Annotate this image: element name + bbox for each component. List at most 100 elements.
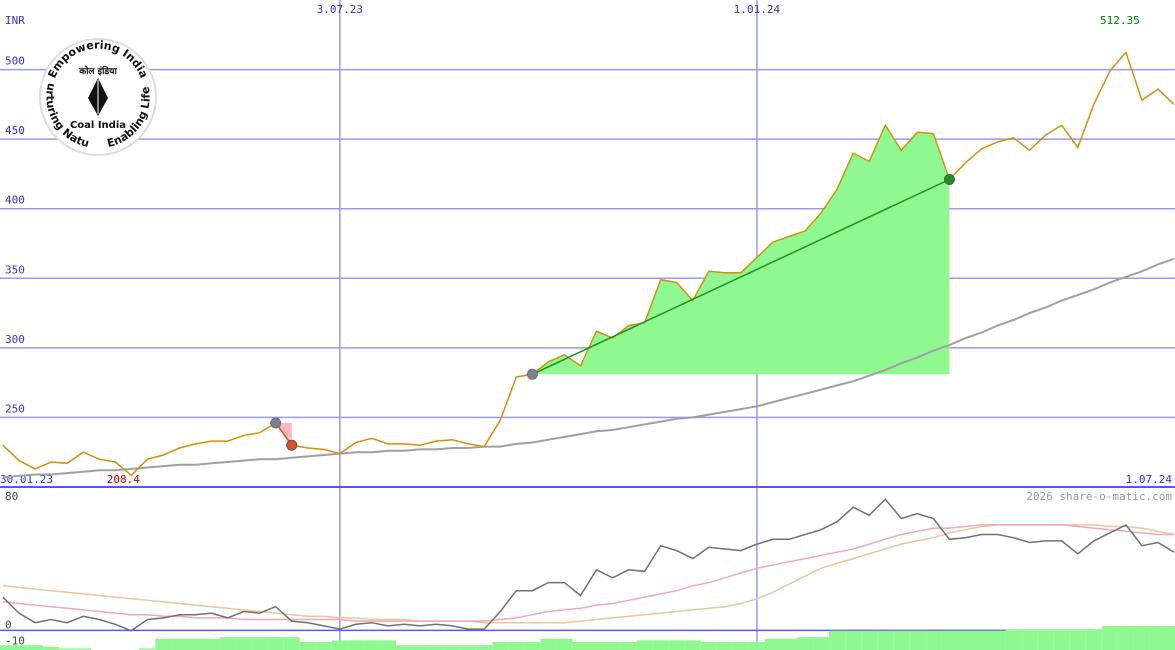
y-tick-label: 80 <box>5 490 18 503</box>
volume-bar <box>219 637 236 650</box>
volume-bar <box>877 630 894 650</box>
volume-bar <box>540 638 557 650</box>
volume-bar <box>75 648 92 650</box>
volume-bar <box>315 641 332 650</box>
y-tick-label: 450 <box>5 124 25 137</box>
volume-bar <box>1165 625 1175 650</box>
volume-bar <box>267 637 284 650</box>
volume-bar <box>1053 629 1070 650</box>
volume-bar <box>684 640 701 650</box>
volume-bar <box>604 641 621 650</box>
volume-bar <box>1133 625 1150 650</box>
volume-bar <box>171 638 188 650</box>
volume-bar <box>845 630 862 650</box>
logo: Empowering India Nurturing Nature Enabli… <box>0 0 157 156</box>
volume-bar <box>235 637 252 650</box>
volume-bar <box>379 640 397 650</box>
volume-bar <box>813 637 830 650</box>
y-tick-label: -10 <box>5 634 25 647</box>
series-line <box>2 524 1174 622</box>
volume-bar <box>524 641 541 650</box>
volume-bar <box>1117 625 1134 650</box>
trend-line <box>532 178 950 375</box>
volume-bar <box>11 645 28 650</box>
volume-bar <box>1069 629 1086 650</box>
y-tick-label: 250 <box>5 402 25 415</box>
volume-bar <box>347 640 364 650</box>
volume-bar <box>556 638 573 650</box>
y-tick-label: 350 <box>5 263 25 276</box>
volume-bar <box>0 645 12 650</box>
volume-bar <box>636 640 653 650</box>
y-tick-label: 0 <box>5 618 12 631</box>
volume-bar <box>780 638 798 650</box>
y-tick-label: 400 <box>5 194 25 207</box>
volume-bar <box>1085 629 1102 650</box>
logo-hindi: कोल इंडिया <box>78 65 117 77</box>
volume-bar <box>492 641 509 650</box>
moving-average <box>2 257 1175 479</box>
volume-bar <box>861 630 878 650</box>
volume-bar <box>764 638 781 650</box>
volume-bar <box>1005 629 1022 650</box>
volume-bar <box>444 645 461 650</box>
volume-bar <box>973 630 990 650</box>
trend-end <box>286 439 298 451</box>
volume-bar <box>925 630 942 650</box>
volume-bar <box>716 641 733 650</box>
volume-bar <box>620 641 637 650</box>
volume-bar <box>460 645 477 650</box>
low-label: 208.4 <box>107 473 140 486</box>
volume-bar <box>652 640 669 650</box>
volume-bar <box>283 637 300 650</box>
volume-bar <box>668 640 685 650</box>
volume-bar <box>909 630 926 650</box>
volume-bar <box>476 645 493 650</box>
volume-bar <box>797 637 814 650</box>
volume-bar <box>1037 629 1054 650</box>
volume-bar <box>251 637 268 650</box>
volume-bar <box>700 641 717 650</box>
volume-bar <box>941 630 958 650</box>
trend-area <box>532 125 950 375</box>
volume-bar <box>748 641 765 650</box>
volume-bar <box>588 641 605 650</box>
volume-bar <box>59 648 76 650</box>
volume-bar <box>363 640 380 650</box>
x-tick-label: 3.07.23 <box>317 3 363 16</box>
volume-bar <box>508 641 525 650</box>
volume-bar <box>299 641 316 650</box>
trend-start <box>270 417 282 429</box>
volume-bar <box>27 645 44 650</box>
volume-bar <box>1101 625 1118 650</box>
volume-bar <box>203 638 220 650</box>
y-axis-label: INR <box>5 14 25 27</box>
volume-bar <box>1021 629 1038 650</box>
logo-name: Coal India <box>70 120 126 131</box>
volume-bar <box>396 645 413 650</box>
volume-bar <box>989 630 1006 650</box>
volume-bar <box>331 640 348 650</box>
volume-bar <box>893 630 910 650</box>
volume-bar <box>1149 625 1166 650</box>
volume-bar <box>187 638 204 650</box>
series-line <box>2 524 1175 624</box>
trend-end <box>943 173 955 185</box>
volume-bar <box>829 630 846 650</box>
volume-bar <box>43 646 60 650</box>
trend-start <box>526 368 538 380</box>
volume-bar <box>572 641 589 650</box>
high-label: 512.35 <box>1100 14 1140 27</box>
volume-bar <box>732 641 749 650</box>
volume-bar <box>957 630 974 650</box>
y-tick-label: 300 <box>5 333 25 346</box>
volume-bar <box>412 645 429 650</box>
volume-bar <box>139 648 156 650</box>
x-tick-label: 1.01.24 <box>734 3 781 16</box>
watermark: 2026 share-o-matic.com <box>1026 490 1172 503</box>
volume-bar <box>155 638 172 650</box>
series-line <box>2 498 1175 632</box>
x-tick-label: 1.07.24 <box>1126 473 1173 486</box>
